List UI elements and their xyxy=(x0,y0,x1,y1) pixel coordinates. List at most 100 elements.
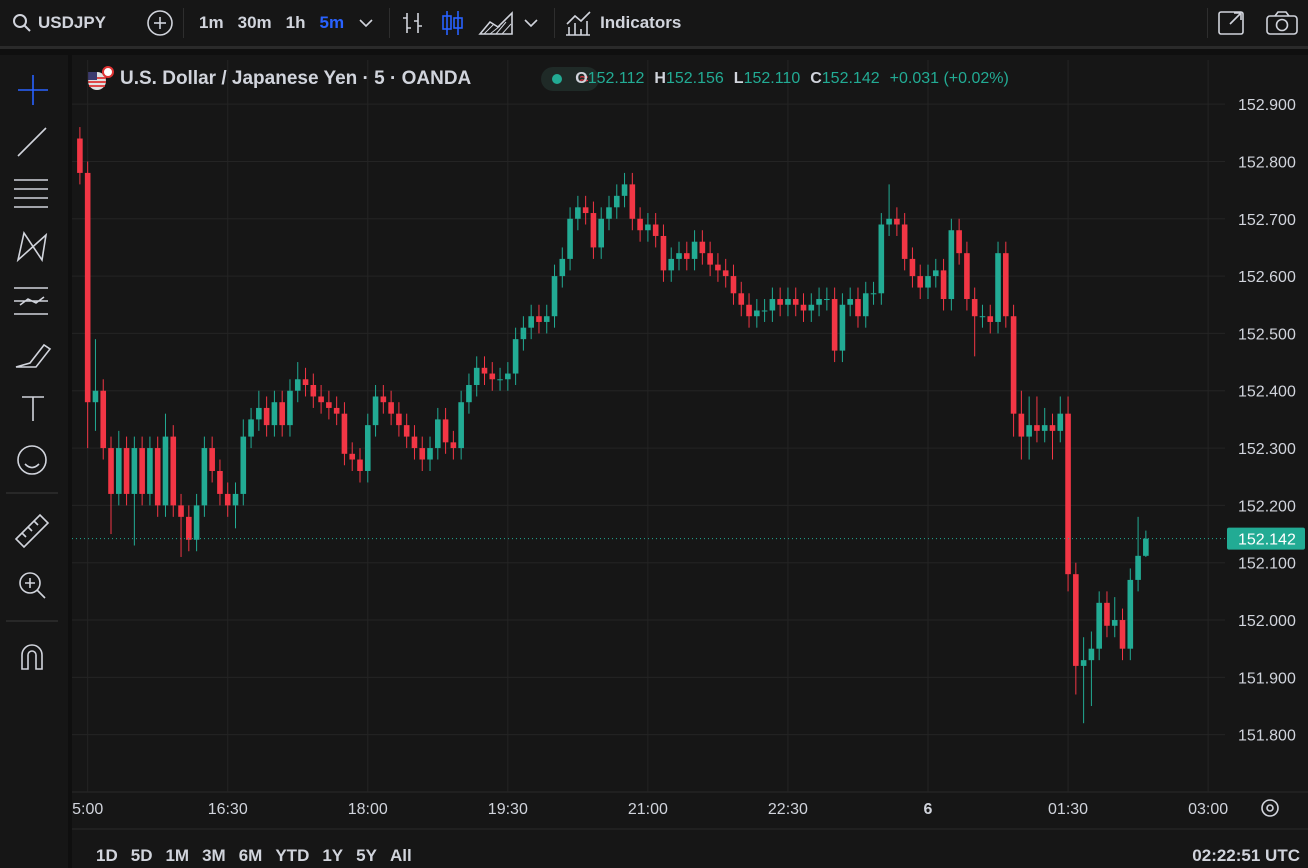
candle-body xyxy=(108,448,114,494)
candle-body xyxy=(746,304,752,317)
y-tick-label: 152.600 xyxy=(1238,269,1296,286)
candle-body xyxy=(287,390,293,426)
candle-body xyxy=(699,241,706,254)
indicators[interactable]: Indicators xyxy=(600,13,682,32)
interval[interactable]: 5m xyxy=(319,13,345,32)
range-button[interactable]: 5Y xyxy=(356,846,377,865)
fib-tool[interactable] xyxy=(14,179,48,208)
last-price-label: 152.142 xyxy=(1238,532,1296,549)
candle-body xyxy=(77,138,83,173)
text-tool[interactable] xyxy=(22,396,44,421)
candle-body xyxy=(785,299,791,305)
ohlc-value: 152.142 xyxy=(821,70,880,87)
candle-body xyxy=(1104,602,1110,626)
candle-body xyxy=(1080,660,1087,666)
candle-body xyxy=(754,310,760,317)
candle-body xyxy=(294,379,301,391)
candle-body xyxy=(598,218,605,248)
range-button[interactable]: 1M xyxy=(165,846,190,865)
camera-icon[interactable] xyxy=(1264,8,1300,38)
candle-body xyxy=(1034,425,1040,431)
separator xyxy=(1207,8,1208,38)
brush-tool[interactable] xyxy=(15,343,52,368)
measure-tool[interactable] xyxy=(14,513,50,549)
y-tick-label: 152.000 xyxy=(1238,613,1296,630)
candle-body xyxy=(1119,620,1126,649)
range-button[interactable]: All xyxy=(389,846,412,865)
dropdown[interactable] xyxy=(357,16,375,30)
candle-body xyxy=(170,436,177,506)
candle-body xyxy=(730,276,737,294)
candle-body xyxy=(1073,574,1079,666)
interval[interactable]: 30m xyxy=(237,13,272,32)
candle-body xyxy=(147,448,153,494)
candle-body xyxy=(1096,602,1102,649)
candle-body xyxy=(115,448,122,494)
clock: 02:22:51 UTC xyxy=(1192,846,1300,865)
candle-body xyxy=(528,316,534,328)
ohlc-key: C xyxy=(810,70,822,87)
candle-body xyxy=(349,453,356,460)
candle-body xyxy=(84,172,91,403)
candle-body xyxy=(683,253,690,259)
pattern-tool[interactable] xyxy=(16,230,48,263)
candle-body xyxy=(590,213,597,248)
area-icon[interactable] xyxy=(478,8,516,38)
fullscreen-icon[interactable] xyxy=(1216,8,1248,38)
projection-tool[interactable] xyxy=(14,287,48,315)
interval[interactable]: 1m xyxy=(199,13,224,32)
y-tick-label: 152.900 xyxy=(1238,97,1296,114)
candle-body xyxy=(800,304,807,311)
settings-icon[interactable] xyxy=(1261,799,1279,817)
emoji-tool[interactable] xyxy=(17,445,47,475)
candle-body xyxy=(808,304,815,311)
range-button[interactable]: 1Y xyxy=(322,846,344,865)
trendline-tool[interactable] xyxy=(17,127,47,157)
candles-icon[interactable] xyxy=(438,8,468,38)
candle-body xyxy=(613,195,620,208)
candle-body xyxy=(310,385,317,397)
candle-body xyxy=(1010,316,1017,414)
zoom-tool[interactable] xyxy=(19,572,46,599)
candle-body xyxy=(932,270,939,277)
range-button[interactable]: YTD xyxy=(275,846,310,865)
dropdown[interactable] xyxy=(522,16,540,30)
candle-body xyxy=(1018,413,1025,437)
x-tick-label: 03:00 xyxy=(1188,801,1228,818)
range-button[interactable]: 5D xyxy=(130,846,153,865)
candle-body xyxy=(333,407,340,414)
ohlc-key: L xyxy=(733,70,744,87)
y-tick-label: 152.700 xyxy=(1238,212,1296,229)
candle-body xyxy=(403,425,410,437)
range-button[interactable]: 6M xyxy=(238,846,263,865)
candle-body xyxy=(722,270,729,277)
interval[interactable]: 1h xyxy=(285,13,306,32)
bars-icon[interactable] xyxy=(398,8,428,38)
candle-body xyxy=(411,436,418,449)
crosshair-tool[interactable] xyxy=(18,75,48,105)
candle-body xyxy=(497,379,503,381)
x-tick-label: 19:30 xyxy=(488,801,528,818)
range-button[interactable]: 1D xyxy=(96,846,118,865)
range-button[interactable]: 3M xyxy=(202,846,226,865)
add-symbol[interactable] xyxy=(145,8,175,38)
candle-body xyxy=(987,316,994,322)
indicators-icon[interactable] xyxy=(563,8,593,38)
ohlc-value: 152.112 xyxy=(587,70,645,87)
candle-body xyxy=(473,367,480,386)
top-toolbar: USDJPY 1m 30m 1h 5m Indicators xyxy=(0,0,1308,49)
candle-body xyxy=(1049,425,1056,431)
symbol[interactable]: USDJPY xyxy=(38,13,107,32)
magnet-tool[interactable] xyxy=(21,644,43,670)
candle-body xyxy=(162,436,169,506)
candle-body xyxy=(870,293,877,295)
candle-body xyxy=(792,299,799,305)
candle-body xyxy=(855,299,861,317)
candle-body xyxy=(847,299,853,305)
candle-body xyxy=(256,407,262,420)
candle-body xyxy=(909,258,916,277)
candle-body xyxy=(450,442,457,449)
ohlc: O 152.112 H 152.156 L 152.110 C 152.142 +0.031 (… xyxy=(575,70,1009,88)
